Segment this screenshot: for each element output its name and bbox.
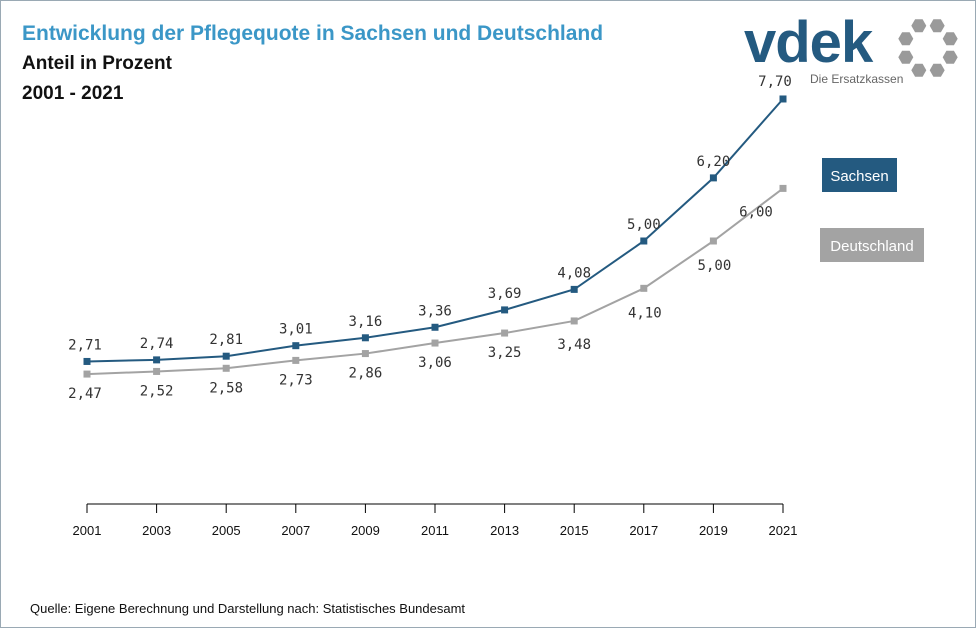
logo-ring-dot xyxy=(898,32,914,46)
logo-wordmark: vdek xyxy=(744,10,873,75)
vdek-logo: vdek Die Ersatzkassen xyxy=(744,10,966,90)
logo-ring-dot xyxy=(942,50,958,64)
x-tick-label: 2007 xyxy=(281,523,310,538)
data-label-deutschland: 6,00 xyxy=(739,204,773,220)
data-point-deutschland xyxy=(709,237,717,245)
data-point-sachsen xyxy=(709,174,717,182)
data-label-sachsen: 2,74 xyxy=(140,336,174,352)
logo-ring-icon xyxy=(898,19,958,77)
data-point-deutschland xyxy=(292,356,300,364)
data-label-deutschland: 2,52 xyxy=(140,383,174,399)
x-tick-label: 2021 xyxy=(769,523,798,538)
data-point-sachsen xyxy=(431,323,439,331)
legend-label-deutschland: Deutschland xyxy=(830,238,913,255)
logo-ring-dot xyxy=(942,32,958,46)
data-label-deutschland: 3,48 xyxy=(557,337,591,353)
x-tick-label: 2015 xyxy=(560,523,589,538)
data-point-sachsen xyxy=(779,95,787,103)
data-label-deutschland: 3,25 xyxy=(488,345,522,361)
data-label-sachsen: 3,01 xyxy=(279,322,313,338)
data-point-sachsen xyxy=(292,342,300,350)
data-point-deutschland xyxy=(153,367,161,375)
data-label-deutschland: 2,47 xyxy=(68,386,102,402)
data-label-deutschland: 3,06 xyxy=(418,355,452,371)
x-tick-label: 2005 xyxy=(212,523,241,538)
source-note: Quelle: Eigene Berechnung und Darstellun… xyxy=(30,601,466,616)
data-point-sachsen xyxy=(222,352,230,360)
data-label-deutschland: 2,73 xyxy=(279,372,313,388)
legend-box-sachsen xyxy=(822,158,897,192)
series-line-sachsen xyxy=(86,98,784,363)
legend-box-deutschland xyxy=(820,228,924,262)
logo-tagline: Die Ersatzkassen xyxy=(810,72,904,86)
data-point-sachsen xyxy=(501,306,509,314)
x-tick-label: 2001 xyxy=(73,523,102,538)
data-point-sachsen xyxy=(640,237,648,245)
data-point-deutschland xyxy=(640,284,648,292)
data-point-deutschland xyxy=(361,350,369,358)
logo-ring-dot xyxy=(929,63,945,77)
chart-title: Entwicklung der Pflegequote in Sachsen u… xyxy=(22,22,604,45)
data-point-deutschland xyxy=(779,184,787,192)
data-point-sachsen xyxy=(361,334,369,342)
x-tick-label: 2011 xyxy=(421,523,449,538)
x-tick-label: 2003 xyxy=(142,523,171,538)
data-label-deutschland: 2,58 xyxy=(209,380,243,396)
data-label-deutschland: 5,00 xyxy=(698,258,732,274)
logo-ring-dot xyxy=(911,19,927,33)
logo-ring-dot xyxy=(911,63,927,77)
logo-ring-dot xyxy=(898,50,914,64)
data-label-sachsen: 2,81 xyxy=(209,332,243,348)
x-tick-label: 2013 xyxy=(490,523,519,538)
data-point-deutschland xyxy=(83,370,91,378)
data-label-sachsen: 3,36 xyxy=(418,303,452,319)
data-label-sachsen: 5,00 xyxy=(627,217,661,233)
data-label-deutschland: 4,10 xyxy=(628,305,662,321)
data-point-deutschland xyxy=(222,364,230,372)
data-point-sachsen xyxy=(570,285,578,293)
data-point-deutschland xyxy=(431,339,439,347)
data-label-sachsen: 2,71 xyxy=(68,337,102,353)
logo-ring-dot xyxy=(929,19,945,33)
data-point-deutschland xyxy=(501,329,509,337)
x-tick-label: 2009 xyxy=(351,523,380,538)
data-label-sachsen: 4,08 xyxy=(557,265,591,281)
data-point-sachsen xyxy=(153,356,161,364)
data-label-sachsen: 7,70 xyxy=(758,74,792,90)
data-label-deutschland: 2,86 xyxy=(349,366,383,382)
data-label-sachsen: 3,69 xyxy=(488,286,522,302)
x-tick-label: 2019 xyxy=(699,523,728,538)
data-label-sachsen: 6,20 xyxy=(697,154,731,170)
data-label-sachsen: 3,16 xyxy=(349,314,383,330)
legend-label-sachsen: Sachsen xyxy=(830,168,888,185)
data-point-sachsen xyxy=(83,357,91,365)
x-tick-label: 2017 xyxy=(629,523,658,538)
chart-subtitle: Anteil in Prozent xyxy=(22,53,172,74)
data-point-deutschland xyxy=(570,317,578,325)
chart-period: 2001 - 2021 xyxy=(22,83,124,104)
